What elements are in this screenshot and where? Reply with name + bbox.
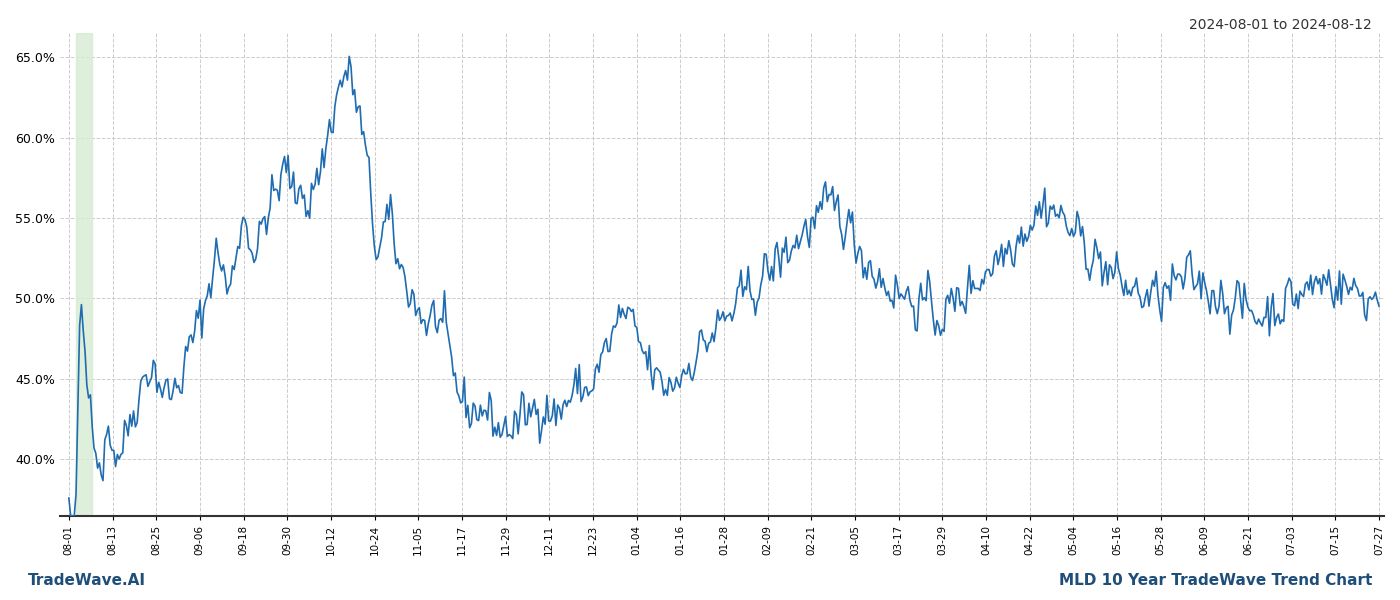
Text: MLD 10 Year TradeWave Trend Chart: MLD 10 Year TradeWave Trend Chart <box>1058 573 1372 588</box>
Bar <box>76 33 92 516</box>
Text: TradeWave.AI: TradeWave.AI <box>28 573 146 588</box>
Text: 2024-08-01 to 2024-08-12: 2024-08-01 to 2024-08-12 <box>1189 18 1372 32</box>
